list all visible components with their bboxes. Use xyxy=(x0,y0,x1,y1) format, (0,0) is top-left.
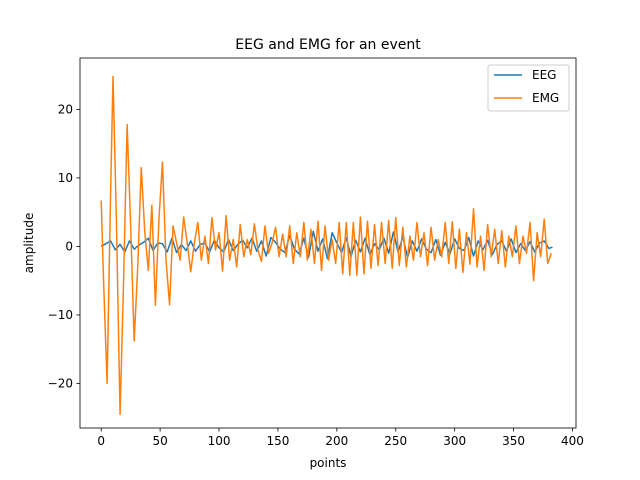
y-tick-label: 0 xyxy=(65,239,73,253)
plot-area xyxy=(79,57,577,429)
x-tick-label: 50 xyxy=(152,434,167,448)
legend-label-eeg: EEG xyxy=(532,68,556,82)
x-axis-ticks: 0 50 100 150 200 250 300 350 400 xyxy=(97,428,584,448)
y-tick-label: −10 xyxy=(48,308,73,322)
y-tick-label: 10 xyxy=(58,171,73,185)
x-tick-label: 100 xyxy=(208,434,231,448)
x-tick-label: 400 xyxy=(561,434,584,448)
y-axis-label: amplitude xyxy=(22,213,36,274)
x-tick-label: 200 xyxy=(325,434,348,448)
x-tick-label: 300 xyxy=(443,434,466,448)
legend: EEG EMG xyxy=(487,64,570,112)
legend-label-emg: EMG xyxy=(532,91,559,105)
x-tick-label: 0 xyxy=(97,434,105,448)
series-layer xyxy=(100,75,553,416)
y-axis-ticks: −20 −10 0 10 20 xyxy=(48,102,80,390)
x-tick-label: 250 xyxy=(384,434,407,448)
y-tick-label: 20 xyxy=(58,102,73,116)
series-line-emg xyxy=(100,75,552,416)
x-axis-label: points xyxy=(310,456,347,470)
y-tick-label: −20 xyxy=(48,376,73,390)
series-line-eeg xyxy=(100,230,553,260)
x-tick-label: 350 xyxy=(502,434,525,448)
legend-frame xyxy=(487,64,570,112)
chart-title: EEG and EMG for an event xyxy=(235,37,421,53)
plot-frame xyxy=(79,57,577,429)
x-tick-label: 150 xyxy=(266,434,289,448)
